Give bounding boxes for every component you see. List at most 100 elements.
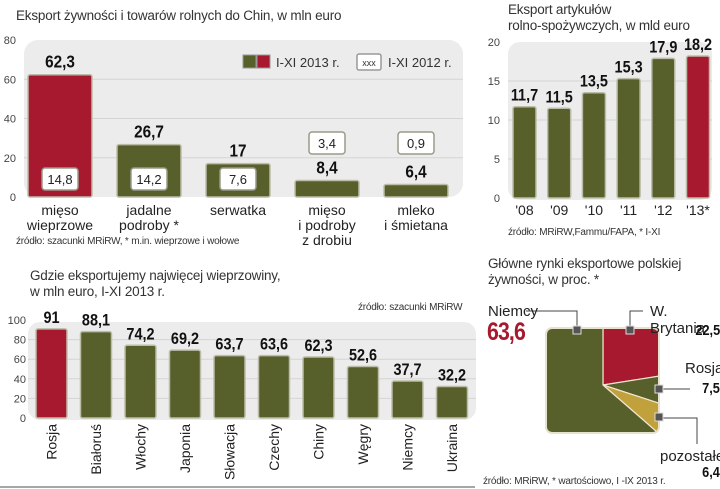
total-category-label: '13* — [686, 202, 710, 218]
pork-bar-value: 63,7 — [215, 336, 243, 354]
pork-bar — [35, 328, 68, 419]
total-bar — [512, 105, 537, 199]
china-bar-value-2012: 7,6 — [229, 172, 247, 187]
pork-category-label: Niemcy — [400, 424, 416, 471]
leader-wbrytania-marker — [625, 325, 635, 335]
china-bar-value-2013: 17 — [229, 140, 246, 160]
china-bar-value-2013: 62,3 — [45, 52, 75, 72]
china-category-label: mleko — [397, 202, 435, 218]
pork-ytick-label: 60 — [14, 354, 26, 366]
pork-bar-value: 37,7 — [393, 361, 421, 379]
pork-category-label: Czechy — [266, 424, 282, 471]
china-chart-title: Eksport żywności i towarów rolnych do Ch… — [16, 8, 342, 23]
china-ytick-label: 80 — [4, 35, 16, 47]
pork-bar — [391, 380, 424, 419]
markets-chart-source: źródło: MRiRW, * wartościowo, I -IX 2013… — [483, 476, 666, 487]
china-ytick-label: 0 — [10, 192, 16, 204]
china-bar-2013 — [294, 179, 360, 198]
pork-bar — [79, 330, 113, 419]
pork-category-label: Chiny — [311, 424, 327, 460]
total-bar — [581, 91, 607, 199]
china-legend-box-text: xxx — [362, 58, 376, 68]
pork-bar — [346, 365, 380, 419]
slice-value-wbrytania: 22,5 — [695, 322, 720, 339]
china-legend-label-2012: I-XI 2012 r. — [388, 55, 452, 70]
total-bar-value: 13,5 — [580, 73, 608, 91]
china-category-label: z drobiu — [302, 232, 352, 248]
total-category-label: '11 — [620, 202, 637, 218]
total-bar-value: 18,2 — [684, 36, 712, 54]
china-chart-source: źródło: szacunki MRiRW, * m.in. wieprzow… — [16, 236, 240, 247]
china-category-label: jadalne — [125, 202, 171, 218]
pork-category-label: Białoruś — [88, 424, 104, 475]
total-category-label: '08 — [515, 202, 533, 218]
pork-bar-value: 52,6 — [349, 346, 377, 364]
china-bar-value-2012: 3,4 — [318, 136, 336, 151]
pork-ytick-label: 100 — [8, 315, 26, 327]
china-bar-value-2012-box — [397, 131, 435, 155]
markets-chart-title: Główne rynki eksportowe polskiej żywnośc… — [488, 256, 681, 288]
pie-slice-wbrytania — [602, 328, 659, 386]
pork-bar-value: 88,1 — [82, 312, 110, 330]
china-legend-label-2013: I-XI 2013 r. — [276, 55, 340, 70]
pork-ytick-label: 0 — [20, 413, 26, 425]
china-bar-value-2012-box — [41, 167, 79, 191]
markets-title-line-2: żywności, w proc. * — [488, 272, 599, 287]
leader-niemcy-marker — [572, 325, 582, 335]
pork-title-line-2: w mln euro, I-XI 2013 r. — [30, 284, 165, 299]
total-bar-value: 11,5 — [546, 88, 574, 106]
total-bar — [616, 77, 641, 199]
pork-bar — [213, 354, 246, 419]
pork-bar — [435, 385, 469, 419]
leader-niemcy-line — [526, 310, 578, 328]
china-bar-value-2012-box — [219, 167, 257, 191]
china-category-label: i śmietana — [384, 217, 448, 233]
slice-label-niemcy: Niemcy — [488, 303, 539, 320]
china-category-label: wieprzowe — [26, 217, 93, 233]
pork-ytick-label: 80 — [14, 335, 26, 347]
total-bar-value: 11,7 — [511, 87, 539, 105]
china-category-label: i podroby — [298, 217, 356, 233]
pork-category-label: Japonia — [177, 424, 193, 473]
slice-value-pozostale: 6,4 — [702, 464, 720, 481]
total-bar-value: 17,9 — [649, 38, 677, 56]
leader-rosja-marker — [654, 384, 664, 394]
china-bar-value-2012: 0,9 — [407, 136, 425, 151]
pork-category-label: Rosja — [44, 424, 60, 460]
leader-pozostale-marker — [654, 412, 664, 422]
total-category-label: '10 — [585, 202, 603, 218]
total-title-line-2: rolno-spożywczych, w mld euro — [508, 18, 690, 33]
china-category-label: mięso — [308, 202, 346, 218]
total-chart-source: źródło: MRiRW,Fammu/FAPA, * I-XI — [508, 227, 661, 238]
total-bar-value: 15,3 — [615, 59, 643, 77]
pie-slice-niemcy — [546, 328, 659, 433]
total-ytick-label: 5 — [494, 154, 500, 166]
pork-ytick-label: 20 — [14, 393, 26, 405]
china-bar-2013 — [383, 183, 449, 198]
pork-bar-value: 63,6 — [260, 336, 288, 354]
china-ytick-label: 20 — [4, 153, 16, 165]
china-bar-value-2012: 14,8 — [47, 172, 72, 187]
total-bar — [651, 57, 676, 199]
pork-bar-value: 62,3 — [304, 337, 332, 355]
pork-category-label: Słowacja — [222, 424, 238, 480]
slice-value-niemcy: 63,6 — [487, 318, 526, 346]
china-legend-swatch-red — [256, 54, 271, 69]
leader-wbrytania-line — [629, 310, 643, 328]
total-ytick-label: 15 — [488, 76, 500, 88]
slice-label-wbrytania: W. Brytania — [650, 303, 706, 337]
total-category-label: '12 — [654, 202, 672, 218]
china-category-label: serwatka — [210, 202, 266, 218]
pork-bar-value: 74,2 — [126, 325, 154, 343]
china-category-label: mięso — [41, 202, 79, 218]
pork-bar — [124, 344, 157, 419]
pork-title-line-1: Gdzie eksportujemy najwięcej wieprzowiny… — [30, 268, 281, 283]
china-bar-value-2013: 6,4 — [405, 161, 427, 181]
pork-category-label: Węgry — [355, 424, 371, 464]
china-bar-value-2012-box — [308, 131, 346, 155]
pork-chart-title: Gdzie eksportujemy najwięcej wieprzowiny… — [30, 268, 281, 300]
slice-label-rosja: Rosja — [685, 360, 720, 377]
china-ytick-label: 40 — [4, 114, 16, 126]
total-chart: 0 5 10 15 20 11,7 '08 11,5 '09 13,5 '10 15,3 '11 17,9… — [488, 36, 713, 218]
china-legend-box-2012 — [356, 53, 382, 71]
